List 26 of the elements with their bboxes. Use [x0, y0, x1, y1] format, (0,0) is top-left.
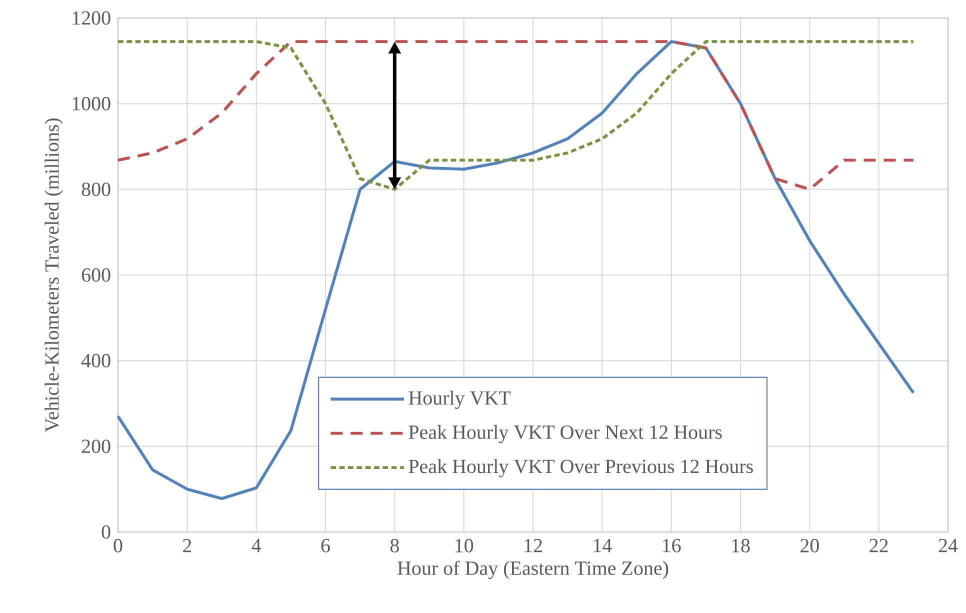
x-tick-label: 4 [252, 538, 262, 552]
legend-label: Peak Hourly VKT Over Next 12 Hours [408, 424, 722, 444]
x-tick-label: 12 [524, 538, 542, 552]
legend-label: Hourly VKT [408, 390, 511, 409]
x-tick-label: 24 [938, 538, 958, 552]
y-tick-label: 400 [81, 354, 110, 368]
legend-label: Peak Hourly VKT Over Previous 12 Hours [408, 459, 753, 478]
x-tick-label: 22 [870, 538, 888, 552]
y-tick-label: 1200 [72, 11, 110, 25]
y-tick-label: 0 [102, 525, 110, 539]
x-tick-label: 10 [456, 538, 474, 552]
y-tick-label: 200 [82, 440, 110, 454]
y-tick-label: 800 [82, 182, 110, 196]
y-tick-label: 1000 [72, 96, 110, 110]
line-series [116, 40, 915, 500]
x-tick-label: 8 [390, 538, 399, 552]
x-tick-label: 16 [663, 538, 681, 552]
x-tick-label: 6 [321, 538, 330, 552]
x-tick-label: 2 [183, 538, 192, 552]
y-axis-title: Vehicle-Kilometers Traveled (millions) [44, 118, 63, 432]
x-axis-title: Hour of Day (Eastern Time Zone) [398, 560, 668, 580]
x-tick-label: 18 [732, 538, 750, 552]
x-tick-label: 14 [594, 538, 612, 552]
x-tick-label: 20 [800, 538, 819, 552]
y-tick-label: 600 [82, 268, 110, 282]
x-tick-label: 0 [114, 538, 122, 552]
